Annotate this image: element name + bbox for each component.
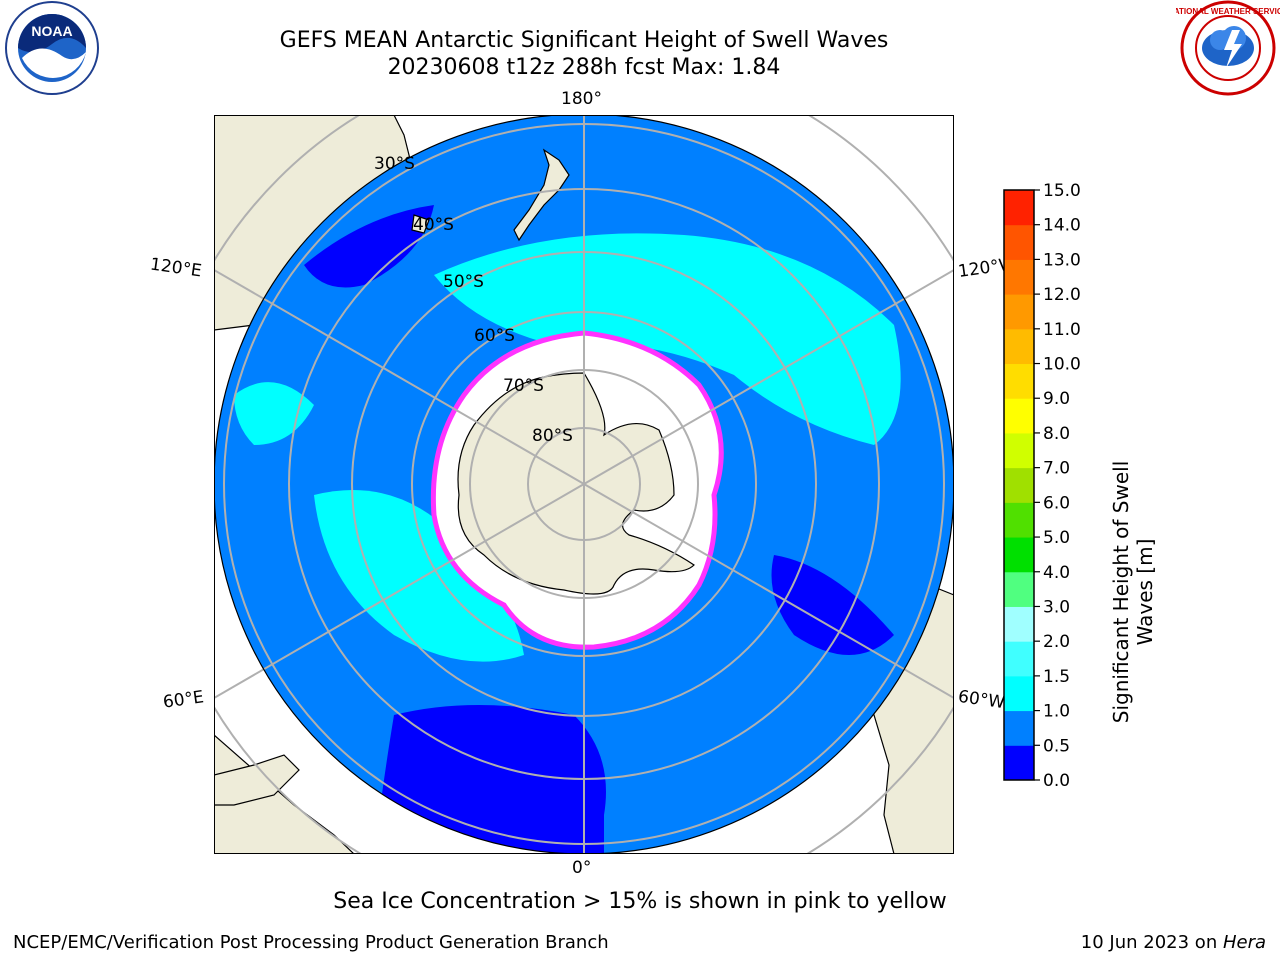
footer-branch: NCEP/EMC/Verification Post Processing Pr… [13, 932, 609, 953]
footer-date-text: 10 Jun 2023 on [1080, 932, 1223, 953]
swell-low-region-south [374, 705, 606, 854]
new-zealand-landmass [513, 148, 570, 242]
colorbar-tick-label: 4.0 [1043, 563, 1070, 583]
colorbar-tick-label: 5.0 [1043, 528, 1070, 548]
swell-high-region-west [314, 490, 524, 662]
chart-subtitle: 20230608 t12z 288h fcst Max: 1.84 [387, 55, 781, 80]
colorbar-block [1004, 259, 1034, 295]
nws-logo-text: NATIONAL WEATHER SERVICE [1176, 7, 1280, 16]
noaa-logo-text: NOAA [31, 23, 72, 39]
colorbar-block [1004, 294, 1034, 330]
colorbar-block [1004, 467, 1034, 503]
tasmania-landmass [411, 214, 430, 234]
lon-label-bottom: 0° [572, 858, 592, 878]
colorbar-label-line1: Significant Height of Swell [1109, 461, 1133, 723]
colorbar-block [1004, 641, 1034, 677]
swell-low-region-east [771, 555, 894, 655]
colorbar-tick-label: 3.0 [1043, 597, 1070, 617]
colorbar-tick-label: 13.0 [1043, 250, 1081, 270]
colorbar-outline [1003, 189, 1035, 781]
colorbar-label-line2: Waves [m] [1133, 539, 1157, 646]
meridian-60e-120w [214, 269, 954, 699]
polar-map: 30°S 40°S 50°S 60°S 70°S 80°S [214, 115, 954, 854]
colorbar-block [1004, 224, 1034, 260]
colorbar-tick-label: 10.0 [1043, 355, 1081, 375]
colorbar-tick-label: 1.0 [1043, 702, 1070, 722]
footer-date: 10 Jun 2023 on Hera [1081, 932, 1266, 953]
madagascar-landmass [214, 754, 300, 806]
sea-ice-caption: Sea Ice Concentration > 15% is shown in … [333, 889, 947, 914]
lon-label-lower-left: 60°E [161, 687, 206, 713]
colorbar-block [1004, 432, 1034, 469]
colorbar-tick-label: 15.0 [1043, 181, 1081, 201]
colorbar-block [1004, 710, 1034, 746]
lat-label-80s: 80°S [532, 426, 573, 446]
colorbar-block [1004, 502, 1034, 538]
lat-label-40s: 40°S [413, 215, 454, 235]
lat-label-30s: 30°S [374, 154, 415, 174]
colorbar-block [1004, 675, 1034, 712]
colorbar-tick-label: 0.0 [1043, 771, 1070, 790]
swell-high-region-north [434, 233, 901, 445]
lat-label-70s: 70°S [503, 376, 544, 396]
colorbar-tick-label: 8.0 [1043, 424, 1070, 444]
colorbar: 15.0 14.0 13.0 12.0 11.0 10.0 9.0 8.0 7.0 6.0 5.0 4… [1003, 181, 1157, 790]
colorbar-block [1004, 328, 1034, 365]
colorbar-block [1004, 398, 1034, 434]
colorbar-ticks: 15.0 14.0 13.0 12.0 11.0 10.0 9.0 8.0 7.0 6.0 5.0 4… [1034, 181, 1081, 790]
colorbar-block [1004, 190, 1034, 226]
colorbar-block [1004, 571, 1034, 607]
colorbar-tick-label: 0.5 [1043, 736, 1070, 756]
colorbar-tick-label: 7.0 [1043, 459, 1070, 479]
lon-label-upper-left: 120°E [148, 254, 203, 282]
colorbar-tick-label: 2.0 [1043, 632, 1070, 652]
swell-low-region-west [304, 205, 434, 288]
graticule [214, 115, 954, 854]
colorbar-blocks [1004, 190, 1034, 781]
colorbar-block [1004, 745, 1034, 781]
lat-label-60s: 60°S [474, 326, 515, 346]
colorbar-tick-label: 6.0 [1043, 493, 1070, 513]
colorbar-tick-label: 11.0 [1043, 320, 1081, 340]
colorbar-block [1004, 363, 1034, 399]
lat-label-50s: 50°S [443, 272, 484, 292]
colorbar-block [1004, 606, 1034, 642]
noaa-logo-icon: NOAA [5, 1, 99, 95]
antarctica-landmass [457, 372, 695, 595]
lon-label-top: 180° [561, 89, 602, 109]
colorbar-tick-label: 9.0 [1043, 389, 1070, 409]
colorbar-tick-label: 1.5 [1043, 667, 1070, 687]
chart-title: GEFS MEAN Antarctic Significant Height o… [279, 28, 889, 53]
footer-host: Hera [1222, 932, 1266, 953]
colorbar-tick-label: 12.0 [1043, 285, 1081, 305]
nws-logo-icon: NATIONAL WEATHER SERVICE [1176, 0, 1280, 96]
colorbar-tick-label: 14.0 [1043, 216, 1081, 236]
colorbar-block [1004, 537, 1034, 573]
